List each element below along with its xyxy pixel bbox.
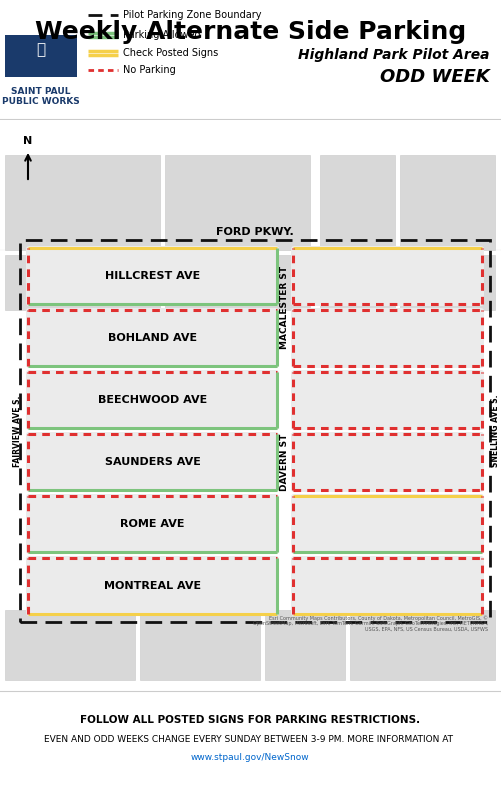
Text: PUBLIC WORKS: PUBLIC WORKS	[2, 97, 80, 105]
Text: Weekly Alternate Side Parking: Weekly Alternate Side Parking	[35, 20, 466, 44]
Text: BEECHWOOD AVE: BEECHWOOD AVE	[98, 395, 207, 405]
FancyBboxPatch shape	[291, 432, 484, 492]
Text: SAINT PAUL: SAINT PAUL	[11, 87, 71, 95]
Text: FOLLOW ALL POSTED SIGNS FOR PARKING RESTRICTIONS.: FOLLOW ALL POSTED SIGNS FOR PARKING REST…	[80, 715, 420, 725]
Text: ODD WEEK: ODD WEEK	[380, 68, 490, 86]
Bar	[265, 610, 345, 680]
Text: BOHLAND AVE: BOHLAND AVE	[108, 333, 197, 343]
Bar	[20, 240, 490, 622]
Bar	[400, 255, 495, 310]
Text: Check Posted Signs: Check Posted Signs	[123, 48, 218, 58]
Text: www.stpaul.gov/NewSnow: www.stpaul.gov/NewSnow	[191, 753, 309, 762]
FancyBboxPatch shape	[291, 494, 484, 554]
Text: HILLCREST AVE: HILLCREST AVE	[105, 271, 200, 281]
Text: N: N	[24, 136, 33, 146]
FancyBboxPatch shape	[26, 556, 279, 616]
Text: Pilot Parking Zone Boundary: Pilot Parking Zone Boundary	[123, 10, 262, 20]
Text: SAUNDERS AVE: SAUNDERS AVE	[105, 457, 200, 467]
Bar	[320, 155, 395, 250]
FancyBboxPatch shape	[291, 246, 484, 306]
Text: ROME AVE: ROME AVE	[120, 519, 185, 529]
Text: MACALESTER ST: MACALESTER ST	[281, 265, 290, 349]
Bar	[400, 155, 495, 250]
Text: MONTREAL AVE: MONTREAL AVE	[104, 581, 201, 591]
FancyBboxPatch shape	[26, 246, 279, 306]
Bar	[5, 155, 160, 250]
Bar	[5, 255, 160, 310]
FancyBboxPatch shape	[26, 432, 279, 492]
Bar	[320, 255, 395, 310]
Text: SNELLING AVE S.: SNELLING AVE S.	[491, 395, 500, 467]
Text: ⛪: ⛪	[37, 42, 46, 57]
Text: EVEN AND ODD WEEKS CHANGE EVERY SUNDAY BETWEEN 3-9 PM. MORE INFORMATION AT: EVEN AND ODD WEEKS CHANGE EVERY SUNDAY B…	[44, 735, 456, 744]
FancyBboxPatch shape	[26, 370, 279, 430]
Text: No Parking: No Parking	[123, 65, 176, 75]
Bar	[140, 610, 260, 680]
FancyBboxPatch shape	[26, 494, 279, 554]
Text: FORD PKWY.: FORD PKWY.	[216, 227, 294, 237]
Text: FAIRVIEW AVE S.: FAIRVIEW AVE S.	[14, 395, 23, 467]
Bar	[5, 610, 135, 680]
Bar	[5, 35, 77, 77]
Text: DAVERN ST: DAVERN ST	[281, 434, 290, 490]
FancyBboxPatch shape	[291, 370, 484, 430]
Bar	[350, 610, 495, 680]
FancyBboxPatch shape	[26, 308, 279, 368]
FancyBboxPatch shape	[291, 556, 484, 616]
FancyBboxPatch shape	[291, 308, 484, 368]
Bar	[165, 255, 310, 310]
Text: Parking Allowed: Parking Allowed	[123, 30, 200, 40]
Bar	[165, 155, 310, 250]
Text: Esri Community Maps Contributors, County of Dakota, Metropolitan Council, MetroG: Esri Community Maps Contributors, County…	[253, 615, 488, 632]
Text: Highland Park Pilot Area: Highland Park Pilot Area	[299, 48, 490, 62]
